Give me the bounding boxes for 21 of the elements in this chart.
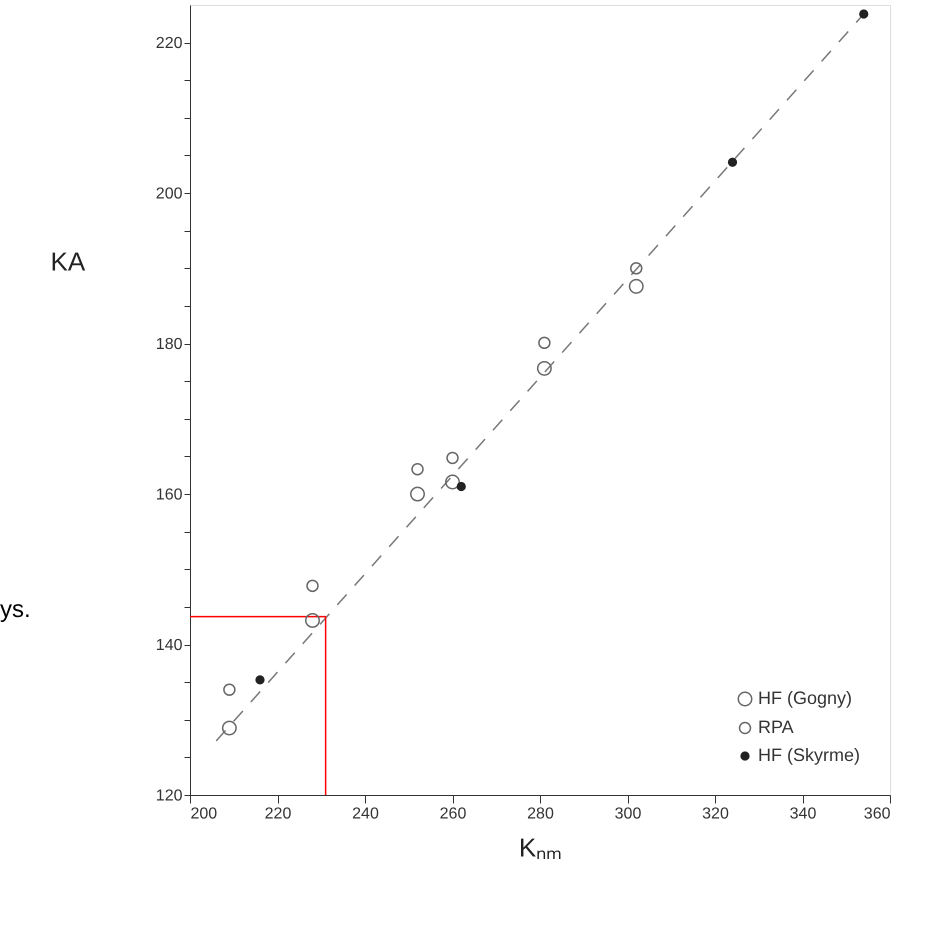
y-tick-label: 200 bbox=[156, 186, 183, 203]
y-tick-label: 180 bbox=[156, 336, 183, 354]
y-tick-label: 220 bbox=[156, 35, 183, 52]
x-tick-label: 340 bbox=[790, 806, 816, 822]
legend-label: HF (Skyrme) bbox=[758, 745, 860, 765]
x-tick-label: 240 bbox=[352, 806, 379, 822]
x-tick-label: 320 bbox=[702, 806, 729, 822]
y-tick-label: 120 bbox=[156, 788, 183, 804]
legend-label: HF (Gogny) bbox=[758, 688, 852, 708]
x-tick-label: 280 bbox=[527, 806, 554, 822]
x-tick-label: 360 bbox=[864, 806, 891, 822]
y-tick-label: 140 bbox=[156, 637, 183, 654]
x-axis-title: Kₙₘ bbox=[518, 832, 562, 862]
legend-label: RPA bbox=[758, 717, 794, 737]
x-tick-label: 220 bbox=[264, 806, 292, 822]
x-tick-label: 200 bbox=[190, 806, 218, 822]
x-tick-label: 300 bbox=[614, 806, 642, 822]
y-tick-label: 160 bbox=[156, 486, 183, 504]
y-axis-title: KA bbox=[50, 246, 86, 276]
x-tick-label: 260 bbox=[440, 806, 466, 822]
text: ys. bbox=[0, 596, 31, 623]
